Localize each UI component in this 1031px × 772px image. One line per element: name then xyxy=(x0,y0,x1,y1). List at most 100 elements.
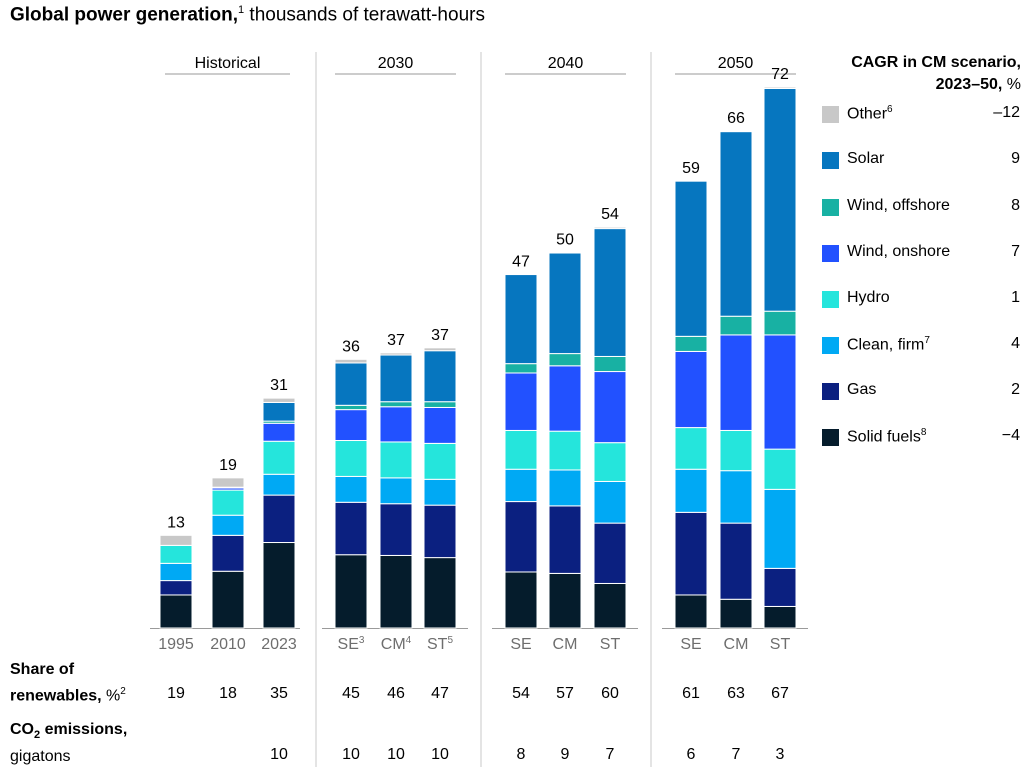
bar-segment-2030-se-wind-onshore xyxy=(334,409,368,442)
legend-item-solid-fuels: Solid fuels8 −4 xyxy=(822,426,1020,448)
bar-segment-2050-st-hydro xyxy=(763,448,797,490)
bar-segment-historical-2010-gas xyxy=(211,534,245,572)
bar-segment-2030-st-other xyxy=(423,347,457,352)
bar-segment-2030-cm-other xyxy=(379,352,413,356)
share-label-bold: renewables, xyxy=(10,687,102,705)
legend-cagr-gas: 2 xyxy=(1011,381,1020,398)
legend-cagr-wind-onshore: 7 xyxy=(1011,243,1020,260)
x-tick-2040-se: SE xyxy=(510,636,531,653)
legend-label-wind-offshore: Wind, offshore xyxy=(847,197,950,214)
legend-cagr-wind-offshore: 8 xyxy=(1011,197,1020,214)
bar-segment-2050-st-gas xyxy=(763,567,797,607)
co2-label-co: CO xyxy=(10,721,34,738)
bar-segment-2030-cm-hydro xyxy=(379,441,413,479)
bar-segment-2040-st-hydro xyxy=(593,442,627,482)
bar-segment-2050-st-clean-firm xyxy=(763,488,797,569)
bar-segment-2040-cm-solid-fuels xyxy=(548,572,582,629)
legend-title-period: 2023–50, xyxy=(935,76,1003,93)
bar-segment-historical-2023-gas xyxy=(262,494,296,544)
bar-total-2050-st: 72 xyxy=(771,66,789,83)
legend-swatch-solid-fuels xyxy=(822,429,839,446)
bar-segment-2040-cm-clean-firm xyxy=(548,469,582,507)
bar-segment-2050-cm-gas xyxy=(719,522,753,600)
co2-label-sub: 2 xyxy=(34,729,41,742)
legend-label-clean-firm: Clean, firm7 xyxy=(847,335,930,354)
co2-value-2050-cm: 7 xyxy=(732,746,741,763)
bar-segment-2050-se-solid-fuels xyxy=(674,594,708,629)
bar-segment-2030-se-solar xyxy=(334,362,368,406)
bar-segment-2040-se-solid-fuels xyxy=(504,571,538,629)
bar-segment-2040-cm-solar xyxy=(548,252,582,355)
share-value-historical-1995: 19 xyxy=(167,685,185,702)
bar-segment-historical-1995-gas xyxy=(159,580,193,596)
share-value-2050-st: 67 xyxy=(771,685,789,702)
bar-segment-2040-cm-hydro xyxy=(548,430,582,471)
x-tick-2040-cm: CM xyxy=(553,636,578,653)
co2-value-2050-st: 3 xyxy=(776,746,785,763)
legend-label-hydro: Hydro xyxy=(847,289,890,306)
x-tick-historical-2023: 2023 xyxy=(261,636,297,653)
legend-item-gas: Gas 2 xyxy=(822,380,1020,402)
x-tick-2030-cm: CM4 xyxy=(381,635,412,653)
bar-segment-2030-cm-wind-onshore xyxy=(379,406,413,443)
legend-title: CAGR in CM scenario, 2023–50, % xyxy=(851,52,1021,96)
bar-segment-2040-se-solar xyxy=(504,274,538,365)
bar-segment-2050-se-wind-onshore xyxy=(674,350,708,429)
bar-segment-2030-st-gas xyxy=(423,504,457,559)
bar-segment-2050-st-wind-offshore xyxy=(763,310,797,336)
share-value-2030-st: 47 xyxy=(431,685,449,702)
bar-segment-historical-2023-hydro xyxy=(262,440,296,475)
bar-segment-2030-st-clean-firm xyxy=(423,478,457,506)
bar-segment-2040-st-wind-onshore xyxy=(593,371,627,444)
legend-cagr-clean-firm: 4 xyxy=(1011,335,1020,352)
bar-segment-2040-st-solid-fuels xyxy=(593,582,627,629)
bar-segment-2040-se-gas xyxy=(504,501,538,573)
bar-segment-historical-2010-hydro xyxy=(211,489,245,516)
bar-segment-2050-cm-wind-offshore xyxy=(719,315,753,336)
bar-total-historical-1995: 13 xyxy=(167,514,185,531)
bar-total-2040-se: 47 xyxy=(512,254,530,271)
bar-total-2050-se: 59 xyxy=(682,160,700,177)
share-value-2050-se: 61 xyxy=(682,685,700,702)
bar-segment-2040-st-other xyxy=(593,226,627,230)
co2-value-2030-st: 10 xyxy=(431,746,449,763)
bar-segment-historical-1995-other xyxy=(159,534,193,546)
legend-swatch-wind-onshore xyxy=(822,245,839,262)
share-value-2040-st: 60 xyxy=(601,685,619,702)
x-tick-2040-st: ST xyxy=(600,636,621,653)
legend-label-wind-onshore: Wind, onshore xyxy=(847,243,951,260)
legend-item-solar: Solar 9 xyxy=(822,149,1020,171)
co2-label-line1: CO2 emissions, xyxy=(10,719,127,746)
share-value-historical-2023: 35 xyxy=(270,685,288,702)
legend-title-line2: 2023–50, % xyxy=(851,74,1021,96)
co2-label-emissions: emissions, xyxy=(40,721,128,738)
bar-segment-historical-2010-clean-firm xyxy=(211,514,245,536)
share-label-line1: Share of xyxy=(10,661,75,678)
bar-segment-2030-st-hydro xyxy=(423,442,457,480)
x-tick-2050-st: ST xyxy=(770,636,791,653)
legend-swatch-clean-firm xyxy=(822,337,839,354)
co2-value-2030-se: 10 xyxy=(342,746,360,763)
bar-segment-2030-cm-clean-firm xyxy=(379,477,413,505)
bar-segment-2050-se-hydro xyxy=(674,427,708,470)
bar-segment-2030-se-wind-offshore xyxy=(334,404,368,411)
bar-segment-2050-cm-solar xyxy=(719,131,753,317)
legend-cagr-other: –12 xyxy=(993,104,1020,121)
legend-label-gas: Gas xyxy=(847,381,877,398)
legend-swatch-gas xyxy=(822,383,839,400)
co2-value-2030-cm: 10 xyxy=(387,746,405,763)
bar-segment-2030-st-solar xyxy=(423,350,457,403)
share-renewables-label: Share of renewables, %2 xyxy=(10,659,126,707)
bar-segment-2050-st-solid-fuels xyxy=(763,605,797,629)
bar-segment-2030-cm-wind-offshore xyxy=(379,401,413,408)
bar-segment-2030-cm-gas xyxy=(379,503,413,556)
chart-title: Global power generation,1 thousands of t… xyxy=(10,4,485,26)
legend-label-other: Other6 xyxy=(847,104,893,123)
bar-segment-historical-1995-hydro xyxy=(159,544,193,564)
x-tick-2050-cm: CM xyxy=(724,636,749,653)
co2-value-historical-2023: 10 xyxy=(270,746,288,763)
legend-swatch-other xyxy=(822,106,839,123)
bar-segment-2030-se-solid-fuels xyxy=(334,554,368,629)
bar-segment-2050-cm-solid-fuels xyxy=(719,598,753,629)
